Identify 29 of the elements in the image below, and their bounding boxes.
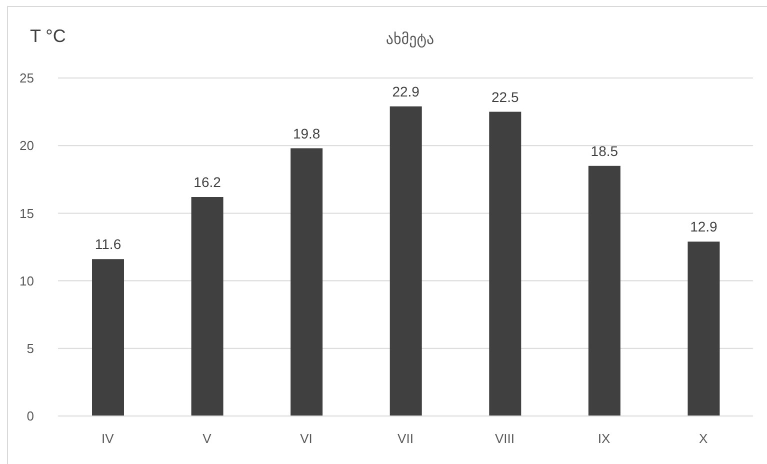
y-tick-label: 25 bbox=[20, 70, 34, 86]
y-axis-title: T °C bbox=[30, 26, 66, 47]
x-tick-label: VI bbox=[300, 431, 312, 446]
data-label: 12.9 bbox=[690, 218, 718, 235]
y-tick-label: 0 bbox=[26, 408, 34, 424]
data-label: 16.2 bbox=[194, 174, 222, 190]
x-tick-label: V bbox=[202, 431, 212, 446]
y-tick-label: 20 bbox=[20, 138, 34, 154]
data-label: 22.5 bbox=[492, 88, 519, 105]
y-tick-label: 15 bbox=[20, 206, 34, 221]
bar bbox=[390, 106, 422, 416]
data-label: 22.9 bbox=[392, 83, 420, 100]
x-tick-label: VII bbox=[398, 431, 414, 446]
x-tick-label: VIII bbox=[495, 431, 515, 446]
chart-title: ახმეტა bbox=[386, 30, 434, 48]
data-label: 11.6 bbox=[94, 236, 122, 252]
data-label: 18.5 bbox=[590, 142, 618, 159]
bar bbox=[92, 259, 124, 416]
bar bbox=[688, 242, 720, 416]
y-tick-label: 5 bbox=[26, 341, 34, 356]
bar bbox=[290, 148, 323, 416]
y-tick-label: 10 bbox=[20, 273, 34, 288]
bar bbox=[489, 112, 522, 416]
bar bbox=[191, 196, 224, 416]
data-label: 19.8 bbox=[292, 125, 320, 142]
x-tick-label: X bbox=[699, 431, 708, 446]
x-tick-label: IV bbox=[101, 431, 114, 446]
bar bbox=[588, 166, 620, 416]
x-tick-label: IX bbox=[598, 431, 611, 446]
